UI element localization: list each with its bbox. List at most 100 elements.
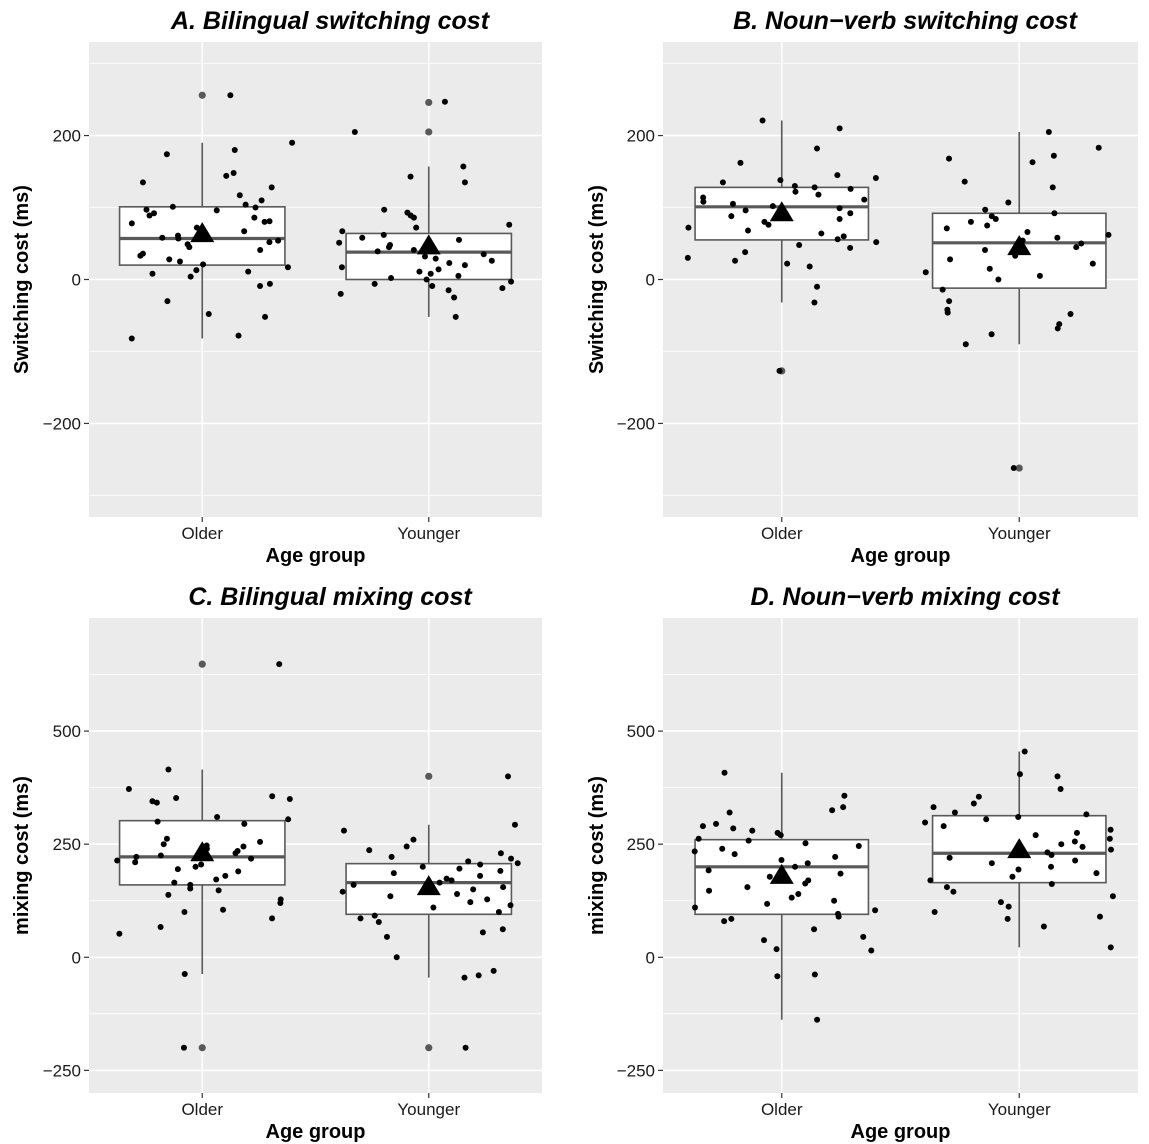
mean-marker [190, 222, 215, 243]
data-point [788, 894, 795, 901]
data-point [213, 207, 220, 214]
y-tick-label: 500 [627, 722, 655, 741]
data-point [163, 151, 170, 158]
data-point [477, 861, 484, 868]
data-point [811, 299, 818, 306]
data-point [508, 855, 515, 862]
data-point [982, 246, 989, 253]
data-point [700, 194, 707, 201]
data-point [795, 890, 802, 897]
data-point [252, 204, 259, 211]
data-point [514, 860, 521, 867]
data-point [407, 173, 414, 180]
data-point [261, 218, 268, 225]
data-point [950, 888, 957, 895]
data-point [165, 891, 172, 898]
data-point [154, 818, 161, 825]
data-point [257, 282, 264, 289]
data-point [269, 793, 276, 800]
data-point [359, 234, 366, 241]
data-point [157, 923, 164, 930]
data-point [728, 213, 735, 220]
data-point [831, 897, 838, 904]
data-point [860, 933, 867, 940]
data-point [137, 252, 144, 259]
data-point [470, 886, 477, 893]
data-point [337, 290, 344, 297]
data-point [416, 268, 423, 275]
data-point [258, 197, 265, 204]
data-point [181, 909, 188, 916]
data-point [248, 855, 255, 862]
mean-marker [1007, 235, 1032, 256]
data-point [461, 179, 468, 186]
data-point [445, 287, 452, 294]
data-point [847, 185, 854, 192]
data-point [350, 881, 357, 888]
data-point [745, 227, 752, 234]
data-point [776, 367, 783, 374]
y-tick-label: 0 [72, 271, 81, 290]
x-axis-title: Age group [266, 1121, 366, 1143]
data-point [490, 967, 497, 974]
data-point [967, 218, 974, 225]
data-point [728, 915, 735, 922]
data-point [1050, 152, 1057, 159]
data-point [165, 766, 172, 773]
data-point [1073, 829, 1080, 836]
data-point [429, 282, 436, 289]
outlier-point [198, 660, 206, 668]
data-point [1016, 771, 1023, 778]
data-point [777, 832, 784, 839]
data-point [375, 919, 382, 925]
y-tick-label: 200 [627, 127, 655, 146]
data-point [499, 285, 506, 292]
data-point [410, 246, 417, 253]
data-point [1036, 272, 1043, 279]
y-tick-label: 0 [646, 271, 655, 290]
outlier-point [1015, 464, 1023, 472]
data-point [187, 273, 194, 280]
data-point [988, 331, 995, 338]
data-point [1095, 144, 1102, 151]
data-point [1073, 244, 1080, 251]
data-point [215, 887, 222, 894]
data-point [484, 896, 491, 903]
data-point [236, 192, 243, 199]
data-point [388, 853, 395, 860]
data-point [227, 92, 234, 99]
data-point [695, 835, 702, 842]
data-point [506, 221, 513, 228]
x-axis-title: Age group [266, 545, 366, 567]
data-point [462, 1044, 469, 1051]
data-point [732, 257, 739, 264]
data-point [791, 182, 798, 189]
data-point [198, 861, 205, 868]
data-point [769, 203, 776, 210]
data-point [840, 804, 847, 811]
data-point [220, 906, 227, 913]
data-point [371, 912, 378, 919]
data-point [836, 216, 843, 223]
data-point [286, 795, 293, 802]
data-point [257, 246, 264, 253]
data-point [742, 249, 749, 256]
outlier-point [425, 98, 433, 107]
data-point [240, 843, 247, 850]
x-tick-label: Older [761, 1100, 803, 1119]
data-point [488, 257, 495, 264]
data-point [1005, 199, 1012, 206]
data-point [855, 843, 862, 849]
y-axis-title: Switching cost (ms) [586, 185, 608, 374]
data-point [180, 1044, 187, 1051]
data-point [262, 313, 269, 320]
data-point [159, 234, 166, 241]
data-point [742, 207, 749, 214]
data-point [840, 233, 847, 240]
data-point [802, 880, 809, 887]
data-point [380, 231, 387, 238]
data-point [128, 220, 135, 227]
data-point [943, 884, 950, 891]
data-point [149, 270, 156, 277]
data-point [214, 814, 221, 821]
